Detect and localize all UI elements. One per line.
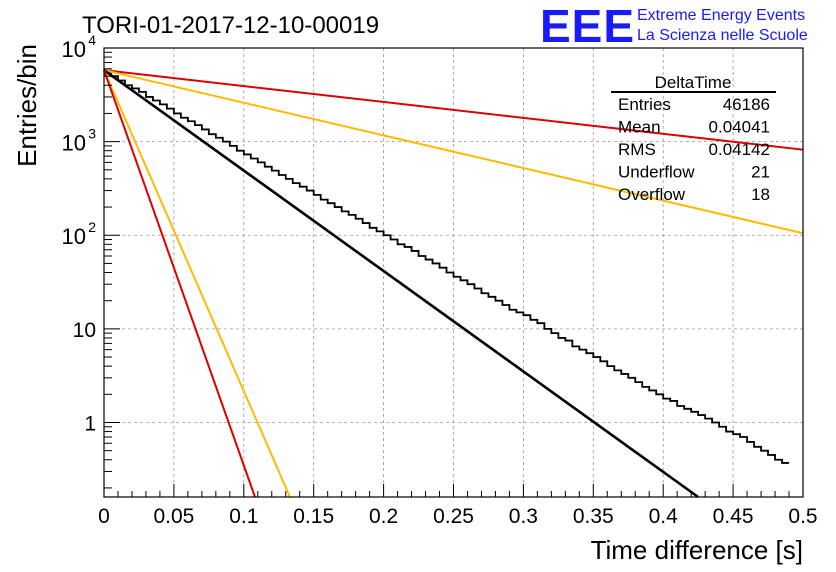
run-title: TORI-01-2017-12-10-00019 [82, 12, 379, 39]
x-tick-label: 0.35 [573, 505, 614, 528]
fit-line-4 [103, 69, 291, 498]
stats-value: 0.04041 [709, 118, 770, 137]
x-tick-label: 0.45 [713, 505, 754, 528]
fit-line-2 [103, 69, 804, 235]
plot-frame [103, 47, 804, 498]
x-tick-label: 0.4 [649, 505, 679, 528]
fit-lines [103, 69, 804, 499]
logo-subtitle-2: La Scienza nelle Scuole [637, 27, 808, 44]
y-tick-label: 10 [62, 224, 86, 249]
stats-value: 0.04142 [709, 140, 770, 159]
x-tick-label: 0.1 [229, 505, 258, 528]
stats-label: Underflow [618, 163, 695, 182]
x-tick-label: 0.15 [293, 505, 334, 528]
stats-value: 21 [751, 163, 770, 182]
stats-label: Entries [618, 95, 671, 114]
eee-logo: EEE [540, 0, 635, 52]
fit-line-5 [103, 69, 256, 498]
x-tick-label: 0.2 [369, 505, 398, 528]
x-tick-label: 0.25 [433, 505, 474, 528]
stats-value: 46186 [723, 95, 770, 114]
y-tick-label: 10 [62, 131, 86, 156]
histogram [104, 71, 790, 464]
y-tick-label: 1 [84, 412, 96, 435]
x-tick-label: 0.05 [153, 505, 194, 528]
x-tick-label: 0.5 [788, 505, 817, 528]
stats-label: Mean [618, 118, 661, 137]
x-tick-label: 0 [98, 505, 110, 528]
x-tick-label: 0.3 [509, 505, 538, 528]
y-tick-label: 10 [62, 37, 86, 62]
stats-title: DeltaTime [655, 73, 732, 92]
stats-box: DeltaTime Entries 46186 Mean 0.04041 RMS 0.04… [611, 73, 776, 204]
y-tick-exponent: 2 [88, 219, 96, 235]
axis-ticks: 0 0.05 0.1 0.15 0.2 0.25 0.3 0.35 0.4 0.45 0.5 1 10 1… [62, 32, 818, 528]
y-tick-label: 10 [73, 319, 96, 342]
fit-line-1 [103, 69, 804, 151]
histogram-steps [104, 71, 790, 464]
stats-value: 18 [751, 185, 770, 204]
x-axis-title: Time difference [s] [591, 535, 803, 565]
y-axis-title: Entries/bin [12, 44, 42, 167]
stats-label: Overflow [618, 185, 686, 204]
logo-subtitle-1: Extreme Energy Events [637, 7, 805, 24]
fit-line-3 [103, 69, 699, 499]
y-tick-exponent: 3 [88, 126, 96, 142]
stats-label: RMS [618, 140, 656, 159]
y-tick-exponent: 4 [88, 32, 96, 48]
